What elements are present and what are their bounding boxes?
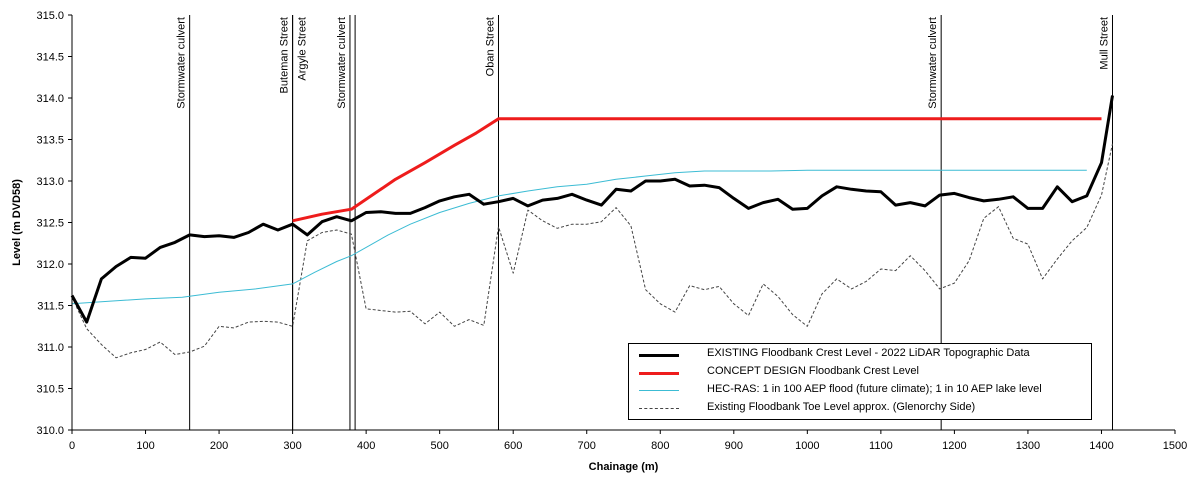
x-tick-label: 600 xyxy=(504,440,522,452)
legend-swatch-hec-ras xyxy=(639,390,679,391)
x-tick-label: 1000 xyxy=(795,440,819,452)
y-axis-ticks: 310.0 310.5 311.0 311.5 312.0 312.5 313.0 313.5… xyxy=(36,10,72,437)
legend-label-existing-crest: EXISTING Floodbank Crest Level - 2022 Li… xyxy=(707,347,1030,359)
series-hec-ras xyxy=(71,169,1087,305)
reference-line-label: Mull Street xyxy=(1098,17,1110,70)
y-tick-label: 314.0 xyxy=(36,93,64,105)
x-tick-label: 500 xyxy=(430,440,448,452)
series-existing-crest xyxy=(70,95,1114,324)
reference-line-label: Stormwater culvert xyxy=(336,17,348,109)
legend-swatch-toe-level xyxy=(639,408,679,409)
reference-line-label: Stormwater culvert xyxy=(927,17,939,109)
reference-line-label: Buteman Street xyxy=(279,17,291,93)
series-toe-level xyxy=(71,143,1113,359)
x-tick-label: 1500 xyxy=(1163,440,1187,452)
y-tick-label: 311.5 xyxy=(37,301,64,313)
x-tick-label: 400 xyxy=(357,440,375,452)
series-group xyxy=(70,95,1114,359)
reference-line-label: Oban Street xyxy=(484,17,496,76)
legend-label-toe-level: Existing Floodbank Toe Level approx. (Gl… xyxy=(707,401,976,413)
y-tick-label: 312.5 xyxy=(36,218,64,230)
legend-item-hec-ras: HEC-RAS: 1 in 100 AEP flood (future clim… xyxy=(629,382,1091,398)
x-tick-label: 300 xyxy=(283,440,301,452)
x-tick-label: 1400 xyxy=(1089,440,1113,452)
x-tick-label: 0 xyxy=(69,440,75,452)
y-tick-label: 313.0 xyxy=(36,176,64,188)
x-tick-label: 1100 xyxy=(869,440,893,452)
y-tick-label: 310.0 xyxy=(36,425,64,437)
legend-swatch-existing-crest xyxy=(639,354,679,357)
reference-lines: Stormwater culvert Buteman Street Argyle S… xyxy=(176,15,1113,430)
legend-item-existing-crest: EXISTING Floodbank Crest Level - 2022 Li… xyxy=(629,346,1091,362)
x-tick-label: 100 xyxy=(136,440,154,452)
y-tick-label: 315.0 xyxy=(36,10,64,22)
x-tick-label: 700 xyxy=(578,440,596,452)
x-tick-label: 1300 xyxy=(1016,440,1040,452)
x-axis-ticks: 0 100 200 300 400 500 600 700 800 900 1000 1100 1200… xyxy=(69,430,1187,452)
reference-line-label: Argyle Street xyxy=(297,17,309,81)
reference-line-label: Stormwater culvert xyxy=(176,17,188,109)
y-tick-label: 312.0 xyxy=(36,259,64,271)
legend-label-concept-design: CONCEPT DESIGN Floodbank Crest Level xyxy=(707,365,919,377)
y-axis-title: Level (m DVD58) xyxy=(11,179,23,266)
legend-label-hec-ras: HEC-RAS: 1 in 100 AEP flood (future clim… xyxy=(707,383,1042,395)
y-tick-label: 313.5 xyxy=(36,135,64,147)
series-concept-design xyxy=(292,117,1102,223)
legend-item-concept-design: CONCEPT DESIGN Floodbank Crest Level xyxy=(629,364,1091,380)
legend-item-toe-level: Existing Floodbank Toe Level approx. (Gl… xyxy=(629,400,1091,416)
legend: EXISTING Floodbank Crest Level - 2022 Li… xyxy=(628,343,1092,420)
x-tick-label: 1200 xyxy=(942,440,966,452)
x-tick-label: 200 xyxy=(210,440,228,452)
legend-swatch-concept-design xyxy=(639,372,679,375)
x-tick-label: 900 xyxy=(725,440,743,452)
y-tick-label: 311.0 xyxy=(37,342,64,354)
y-tick-label: 314.5 xyxy=(36,52,64,64)
x-axis-title: Chainage (m) xyxy=(589,461,659,473)
y-tick-label: 310.5 xyxy=(36,384,64,396)
x-tick-label: 800 xyxy=(651,440,669,452)
